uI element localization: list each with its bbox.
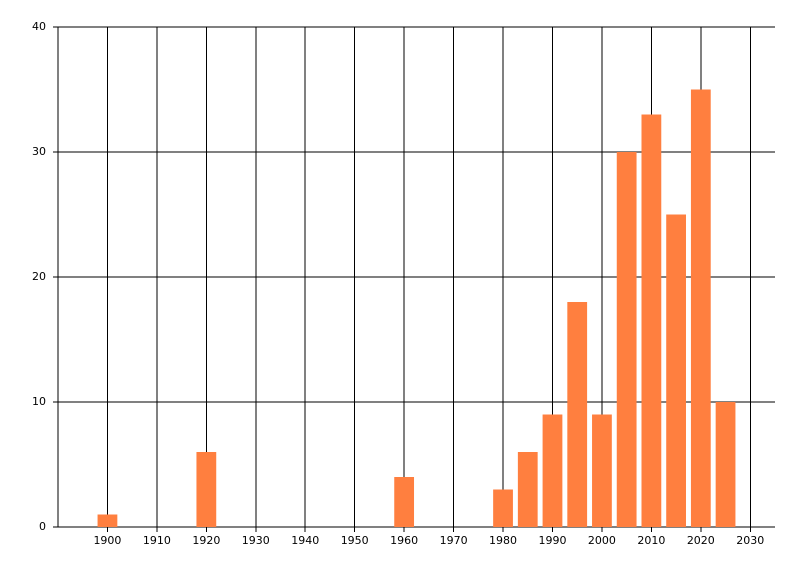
bar [616, 152, 637, 527]
bar [641, 114, 662, 527]
x-tick-label: 1920 [192, 534, 220, 547]
y-tick-label: 10 [32, 395, 46, 408]
y-tick-label: 30 [32, 145, 46, 158]
x-tick-label: 2000 [588, 534, 616, 547]
x-tick-label: 1940 [291, 534, 319, 547]
bar [517, 452, 538, 527]
y-tick-label: 0 [39, 520, 46, 533]
bar [196, 452, 217, 527]
bar [690, 89, 711, 527]
x-tick-label: 1980 [489, 534, 517, 547]
x-tick-label: 2020 [687, 534, 715, 547]
bar [97, 514, 118, 527]
x-tick-label: 1950 [341, 534, 369, 547]
x-tick-label: 1900 [93, 534, 121, 547]
bar [592, 414, 612, 527]
bar [394, 477, 415, 527]
x-tick-label: 2030 [736, 534, 764, 547]
bar [666, 214, 686, 527]
y-tick-label: 40 [32, 20, 46, 33]
x-tick-label: 1910 [143, 534, 171, 547]
x-tick-label: 1930 [242, 534, 270, 547]
y-tick-label: 20 [32, 270, 46, 283]
bar [567, 302, 588, 527]
bar [542, 414, 563, 527]
bar [493, 489, 513, 527]
x-tick-label: 2010 [637, 534, 665, 547]
x-tick-label: 1970 [440, 534, 468, 547]
x-tick-label: 1960 [390, 534, 418, 547]
bar [715, 402, 736, 527]
x-tick-label: 1990 [538, 534, 566, 547]
